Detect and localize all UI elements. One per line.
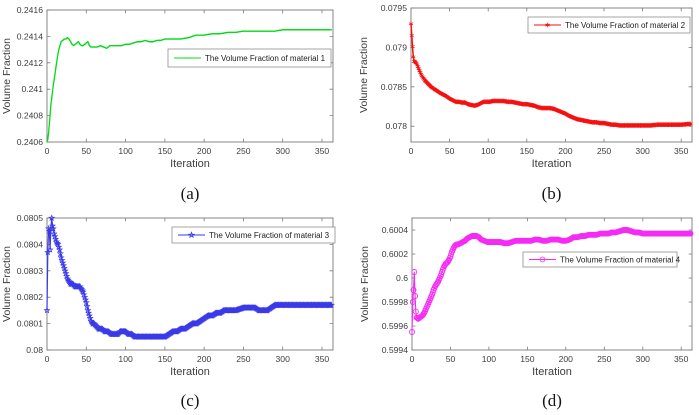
svg-text:0.6004: 0.6004 xyxy=(382,225,409,235)
svg-text:100: 100 xyxy=(482,354,497,364)
svg-text:Iteration: Iteration xyxy=(532,158,572,170)
svg-text:0.0785: 0.0785 xyxy=(381,82,408,92)
caption-c: (c) xyxy=(180,391,200,410)
subplot-material-1: 0 50 100 150 200 250 300 350 0.2406 0.2408 0.241 0.… xyxy=(0,0,349,178)
caption-a: (a) xyxy=(180,184,200,203)
svg-text:300: 300 xyxy=(635,146,650,156)
svg-text:The Volume Fraction of materia: The Volume Fraction of material 3 xyxy=(209,231,330,240)
chart-material-4: 0 50 100 150 200 250 300 350 0.5994 0.5996 0.5998 0… xyxy=(359,217,694,378)
svg-text:Volume Fraction: Volume Fraction xyxy=(358,37,370,113)
svg-text:50: 50 xyxy=(445,146,455,156)
svg-text:200: 200 xyxy=(197,146,212,156)
svg-text:350: 350 xyxy=(315,354,330,364)
svg-text:250: 250 xyxy=(597,146,612,156)
svg-text:0.0805: 0.0805 xyxy=(17,213,44,223)
caption-d: (d) xyxy=(542,391,562,410)
svg-text:0: 0 xyxy=(410,354,415,364)
chart-material-3: 0 50 100 150 200 250 300 350 0.08 0.0801 0.0802 0.0… xyxy=(1,213,336,378)
svg-text:250: 250 xyxy=(236,146,251,156)
svg-text:0.241: 0.241 xyxy=(21,84,43,94)
svg-text:Iteration: Iteration xyxy=(170,366,210,378)
svg-text:0.0795: 0.0795 xyxy=(381,3,408,13)
svg-text:0.0803: 0.0803 xyxy=(17,266,44,276)
svg-text:100: 100 xyxy=(118,354,133,364)
svg-text:250: 250 xyxy=(597,354,612,364)
svg-text:0.2408: 0.2408 xyxy=(17,111,44,121)
svg-text:0.2414: 0.2414 xyxy=(17,31,44,41)
chart-material-1: 0 50 100 150 200 250 300 350 0.2406 0.2408 0.241 0.… xyxy=(1,5,334,170)
svg-text:0.0802: 0.0802 xyxy=(17,292,44,302)
svg-text:350: 350 xyxy=(674,146,689,156)
svg-text:0.08: 0.08 xyxy=(26,345,43,355)
svg-text:The Volume Fraction of materia: The Volume Fraction of material 2 xyxy=(565,21,686,30)
svg-text:250: 250 xyxy=(236,354,251,364)
svg-text:0.078: 0.078 xyxy=(385,121,407,131)
subplot-material-2: 0 50 100 150 200 250 300 350 0.078 0.0785 0.079 0.0… xyxy=(349,0,699,178)
svg-text:150: 150 xyxy=(158,146,173,156)
svg-text:0.5998: 0.5998 xyxy=(382,297,409,307)
svg-text:300: 300 xyxy=(276,354,291,364)
svg-text:Volume Fraction: Volume Fraction xyxy=(359,246,371,322)
caption-b: (b) xyxy=(541,184,562,203)
svg-text:200: 200 xyxy=(559,354,574,364)
svg-text:50: 50 xyxy=(446,354,456,364)
svg-text:Iteration: Iteration xyxy=(170,158,210,170)
svg-text:Volume Fraction: Volume Fraction xyxy=(1,246,13,322)
svg-text:0: 0 xyxy=(45,354,50,364)
svg-text:0: 0 xyxy=(409,146,414,156)
svg-text:300: 300 xyxy=(276,146,291,156)
svg-text:0.5994: 0.5994 xyxy=(382,345,409,355)
subplot-material-4: 0 50 100 150 200 250 300 350 0.5994 0.5996 0.5998 0… xyxy=(349,208,699,386)
svg-text:The Volume Fraction of materia: The Volume Fraction of material 4 xyxy=(560,256,681,265)
svg-text:150: 150 xyxy=(158,354,173,364)
svg-text:350: 350 xyxy=(315,146,330,156)
subplot-material-3: 0 50 100 150 200 250 300 350 0.08 0.0801 0.0802 0.0… xyxy=(0,208,349,386)
svg-text:0.2416: 0.2416 xyxy=(17,5,44,15)
svg-text:100: 100 xyxy=(118,146,133,156)
svg-text:0.2406: 0.2406 xyxy=(17,137,44,147)
svg-text:200: 200 xyxy=(558,146,573,156)
svg-text:100: 100 xyxy=(481,146,496,156)
svg-text:The Volume Fraction of materia: The Volume Fraction of material 1 xyxy=(205,54,326,63)
svg-text:0.5996: 0.5996 xyxy=(382,321,409,331)
svg-text:200: 200 xyxy=(197,354,212,364)
svg-text:0.2412: 0.2412 xyxy=(17,58,44,68)
svg-text:0.6002: 0.6002 xyxy=(382,249,409,259)
svg-text:50: 50 xyxy=(82,146,92,156)
svg-text:150: 150 xyxy=(520,354,535,364)
svg-text:350: 350 xyxy=(674,354,689,364)
svg-text:0: 0 xyxy=(45,146,50,156)
svg-text:Iteration: Iteration xyxy=(532,366,572,378)
svg-text:300: 300 xyxy=(636,354,651,364)
svg-text:0.6: 0.6 xyxy=(396,273,408,283)
svg-text:0.079: 0.079 xyxy=(385,42,407,52)
svg-text:Volume Fraction: Volume Fraction xyxy=(1,38,13,114)
svg-text:0.0801: 0.0801 xyxy=(17,319,44,329)
chart-material-2: 0 50 100 150 200 250 300 350 0.078 0.0785 0.079 0.0… xyxy=(358,3,693,170)
svg-text:150: 150 xyxy=(520,146,535,156)
svg-text:50: 50 xyxy=(82,354,92,364)
svg-text:0.0804: 0.0804 xyxy=(17,239,44,249)
